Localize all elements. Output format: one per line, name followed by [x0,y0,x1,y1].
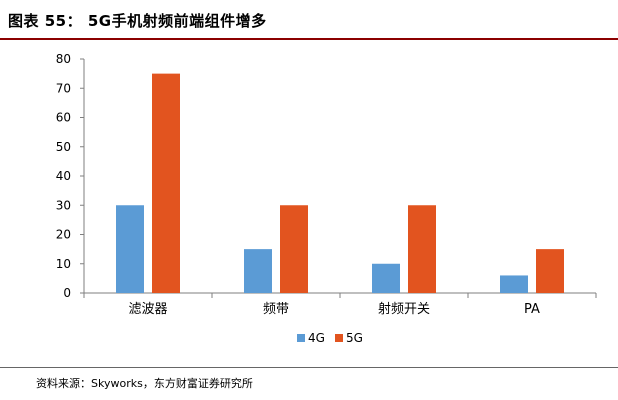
source-note: 资料来源：Skyworks，东方财富证券研究所 [36,377,253,390]
bar-chart: 0 10 20 30 40 50 60 70 80 滤波器 频带 射频开关 PA 4G 5G [56,52,597,345]
y-tick-label: 40 [56,169,71,183]
y-tick-label: 80 [56,52,71,66]
x-tick-label: 滤波器 [128,302,167,317]
legend-swatch-4g [297,334,305,342]
figure-title: 图表 55： 5G手机射频前端组件增多 [8,12,267,30]
legend-label-5g: 5G [346,331,363,345]
y-tick-label: 70 [56,81,71,95]
y-tick-label: 60 [56,111,71,125]
bar-5g-2 [408,205,436,293]
y-tick-label: 0 [63,286,71,300]
bar-4g-2 [372,263,400,293]
y-tick-label: 50 [56,140,71,154]
y-tick-label: 30 [56,198,71,212]
y-tick-label: 10 [56,257,71,271]
footer-divider [0,367,618,368]
bar-4g-1 [244,249,272,293]
figure-title-bar: 图表 55： 5G手机射频前端组件增多 [0,0,618,42]
bar-5g-1 [280,205,308,293]
y-tick-label: 20 [56,228,71,242]
x-tick-label: PA [524,302,540,317]
title-divider [0,38,618,40]
bar-5g-0 [152,73,180,293]
legend-label-4g: 4G [308,331,325,345]
legend-swatch-5g [335,334,343,342]
bar-5g-3 [536,249,564,293]
bar-4g-0 [116,205,144,293]
x-tick-label: 频带 [263,302,289,317]
x-tick-label: 射频开关 [378,301,430,317]
bar-4g-3 [500,275,528,293]
